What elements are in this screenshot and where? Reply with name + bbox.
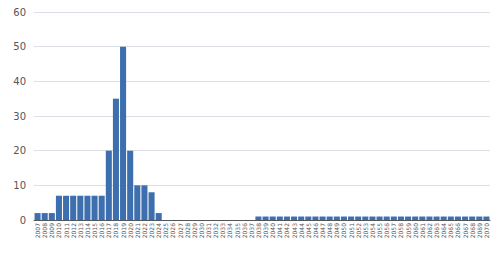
svg-text:2059: 2059	[405, 223, 412, 238]
svg-text:2037: 2037	[248, 223, 255, 238]
svg-text:10: 10	[13, 180, 26, 191]
svg-text:2058: 2058	[397, 223, 404, 238]
svg-text:2070: 2070	[483, 223, 490, 238]
svg-text:2016: 2016	[98, 223, 105, 238]
svg-text:2013: 2013	[77, 223, 84, 238]
svg-text:2047: 2047	[319, 223, 326, 238]
svg-text:2015: 2015	[91, 223, 98, 238]
svg-text:2067: 2067	[462, 223, 469, 238]
svg-text:2051: 2051	[348, 223, 355, 238]
svg-text:2033: 2033	[219, 223, 226, 238]
svg-text:2014: 2014	[84, 223, 91, 238]
svg-text:60: 60	[13, 7, 26, 18]
svg-text:2065: 2065	[447, 223, 454, 238]
svg-text:2040: 2040	[269, 223, 276, 238]
svg-text:2041: 2041	[276, 223, 283, 238]
svg-text:2049: 2049	[333, 223, 340, 238]
svg-text:2025: 2025	[162, 223, 169, 238]
svg-text:2062: 2062	[426, 223, 433, 238]
svg-text:2017: 2017	[105, 223, 112, 238]
svg-text:2032: 2032	[212, 223, 219, 238]
svg-text:2046: 2046	[312, 223, 319, 238]
svg-text:0: 0	[20, 215, 26, 226]
svg-text:2031: 2031	[205, 223, 212, 238]
svg-text:2052: 2052	[355, 223, 362, 238]
svg-text:2026: 2026	[169, 223, 176, 238]
svg-text:2011: 2011	[63, 223, 70, 238]
svg-text:2056: 2056	[383, 223, 390, 238]
svg-text:2030: 2030	[198, 223, 205, 238]
svg-text:2048: 2048	[326, 223, 333, 238]
svg-text:2008: 2008	[41, 223, 48, 238]
svg-text:2055: 2055	[376, 223, 383, 238]
svg-text:2018: 2018	[112, 223, 119, 238]
svg-text:2042: 2042	[283, 223, 290, 238]
svg-text:2035: 2035	[234, 223, 241, 238]
svg-text:50: 50	[13, 41, 26, 52]
svg-text:2050: 2050	[340, 223, 347, 238]
svg-text:2054: 2054	[369, 223, 376, 238]
svg-text:2044: 2044	[298, 223, 305, 238]
svg-text:2057: 2057	[390, 223, 397, 238]
svg-text:2060: 2060	[412, 223, 419, 238]
svg-text:2007: 2007	[34, 223, 41, 238]
svg-text:2043: 2043	[291, 223, 298, 238]
svg-text:2034: 2034	[226, 223, 233, 238]
svg-text:2022: 2022	[141, 223, 148, 238]
svg-text:2024: 2024	[155, 223, 162, 238]
svg-text:2045: 2045	[305, 223, 312, 238]
svg-text:2068: 2068	[469, 223, 476, 238]
svg-text:2019: 2019	[120, 223, 127, 238]
svg-text:2064: 2064	[440, 223, 447, 238]
svg-text:2010: 2010	[55, 223, 62, 238]
svg-text:30: 30	[13, 111, 26, 122]
svg-text:2069: 2069	[476, 223, 483, 238]
svg-text:40: 40	[13, 76, 26, 87]
svg-text:2023: 2023	[148, 223, 155, 238]
svg-text:2063: 2063	[433, 223, 440, 238]
svg-text:2020: 2020	[127, 223, 134, 238]
svg-text:20: 20	[13, 145, 26, 156]
svg-text:2061: 2061	[419, 223, 426, 238]
svg-text:2009: 2009	[48, 223, 55, 238]
svg-text:2038: 2038	[255, 223, 262, 238]
svg-text:2053: 2053	[362, 223, 369, 238]
svg-text:2039: 2039	[262, 223, 269, 238]
svg-text:2012: 2012	[70, 223, 77, 238]
svg-text:2027: 2027	[177, 223, 184, 238]
svg-text:2028: 2028	[184, 223, 191, 238]
svg-text:2036: 2036	[241, 223, 248, 238]
svg-text:2029: 2029	[191, 223, 198, 238]
svg-text:2066: 2066	[454, 223, 461, 238]
svg-text:2021: 2021	[134, 223, 141, 238]
